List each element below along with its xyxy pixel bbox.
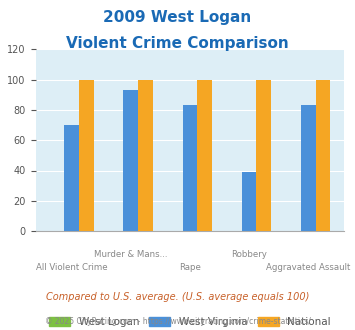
Text: All Violent Crime: All Violent Crime: [36, 263, 108, 272]
Text: Murder & Mans...: Murder & Mans...: [94, 250, 168, 259]
Text: Aggravated Assault: Aggravated Assault: [266, 263, 350, 272]
Bar: [138, 80, 153, 231]
Bar: [182, 106, 197, 231]
Text: Compared to U.S. average. (U.S. average equals 100): Compared to U.S. average. (U.S. average …: [46, 292, 309, 302]
Legend: West Logan, West Virginia, National: West Logan, West Virginia, National: [45, 313, 335, 330]
Text: Violent Crime Comparison: Violent Crime Comparison: [66, 36, 289, 51]
Text: 2009 West Logan: 2009 West Logan: [103, 10, 252, 25]
Text: Rape: Rape: [179, 263, 201, 272]
Text: © 2025 CityRating.com - https://www.cityrating.com/crime-statistics/: © 2025 CityRating.com - https://www.city…: [45, 317, 310, 326]
Bar: [64, 125, 79, 231]
Text: Robbery: Robbery: [231, 250, 267, 259]
Bar: [242, 172, 256, 231]
Bar: [79, 80, 94, 231]
Bar: [301, 106, 316, 231]
Bar: [197, 80, 212, 231]
Bar: [316, 80, 330, 231]
Bar: [256, 80, 271, 231]
Bar: [124, 90, 138, 231]
